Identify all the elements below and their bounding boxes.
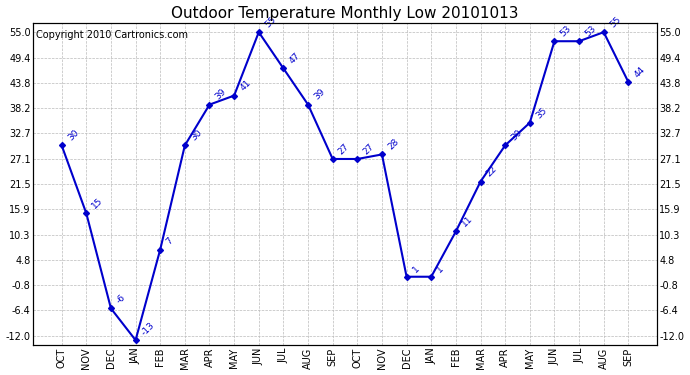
Text: 11: 11 xyxy=(460,214,475,229)
Text: 55: 55 xyxy=(608,15,622,29)
Text: 47: 47 xyxy=(288,51,302,66)
Text: 7: 7 xyxy=(164,236,175,247)
Text: 55: 55 xyxy=(263,15,277,29)
Text: 30: 30 xyxy=(189,128,204,142)
Text: 1: 1 xyxy=(435,264,446,274)
Text: 22: 22 xyxy=(484,165,499,179)
Text: Copyright 2010 Cartronics.com: Copyright 2010 Cartronics.com xyxy=(37,30,188,39)
Text: 15: 15 xyxy=(90,196,105,210)
Text: 30: 30 xyxy=(66,128,80,142)
Text: -13: -13 xyxy=(140,321,157,338)
Text: 27: 27 xyxy=(337,142,351,156)
Text: 53: 53 xyxy=(559,24,573,39)
Text: 27: 27 xyxy=(362,142,376,156)
Text: 41: 41 xyxy=(238,78,253,93)
Text: 39: 39 xyxy=(312,87,326,102)
Text: 1: 1 xyxy=(411,264,421,274)
Text: 30: 30 xyxy=(509,128,524,142)
Text: 39: 39 xyxy=(214,87,228,102)
Text: 44: 44 xyxy=(633,65,647,79)
Text: 53: 53 xyxy=(583,24,598,39)
Text: 35: 35 xyxy=(534,105,549,120)
Text: 28: 28 xyxy=(386,137,400,152)
Text: -6: -6 xyxy=(115,293,128,306)
Title: Outdoor Temperature Monthly Low 20101013: Outdoor Temperature Monthly Low 20101013 xyxy=(171,6,519,21)
